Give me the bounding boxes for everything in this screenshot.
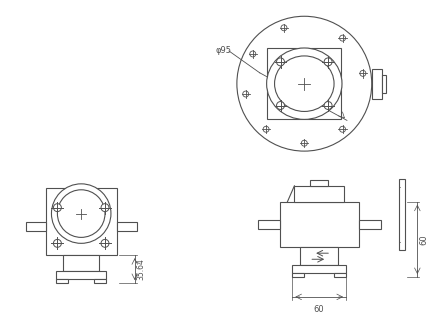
Circle shape	[250, 51, 256, 57]
Bar	[310, 180, 328, 186]
Bar	[71, 200, 91, 227]
Bar	[57, 279, 69, 283]
Bar	[26, 221, 45, 231]
Bar	[117, 221, 137, 231]
Circle shape	[237, 16, 372, 151]
Circle shape	[324, 58, 332, 66]
Circle shape	[360, 70, 366, 76]
Bar	[267, 48, 341, 119]
Ellipse shape	[275, 56, 334, 112]
Bar	[372, 69, 382, 99]
Bar	[295, 67, 314, 101]
Bar	[57, 271, 106, 279]
Circle shape	[281, 25, 287, 31]
Circle shape	[340, 35, 345, 41]
Circle shape	[263, 126, 269, 132]
Ellipse shape	[267, 48, 342, 119]
Bar	[334, 273, 346, 277]
Bar	[292, 273, 304, 277]
Bar	[258, 219, 279, 229]
Bar	[382, 75, 386, 93]
Bar	[300, 247, 338, 265]
Circle shape	[301, 140, 307, 146]
Text: 60: 60	[419, 234, 429, 245]
Circle shape	[324, 102, 332, 110]
Bar	[399, 179, 405, 250]
Circle shape	[53, 239, 61, 247]
Circle shape	[340, 126, 345, 132]
Circle shape	[101, 204, 109, 212]
Circle shape	[276, 58, 284, 66]
Text: 35.64: 35.64	[137, 258, 146, 280]
Bar	[295, 186, 344, 202]
Bar	[292, 265, 346, 273]
Circle shape	[243, 91, 249, 97]
Bar	[279, 202, 359, 247]
Bar	[359, 219, 380, 229]
Bar	[63, 255, 99, 271]
Circle shape	[53, 204, 61, 212]
Circle shape	[57, 190, 105, 237]
Bar	[94, 279, 106, 283]
Bar	[45, 188, 117, 255]
Circle shape	[52, 184, 111, 243]
Text: 60: 60	[314, 305, 324, 314]
Text: φ95: φ95	[215, 47, 231, 55]
Circle shape	[276, 102, 284, 110]
Circle shape	[101, 239, 109, 247]
